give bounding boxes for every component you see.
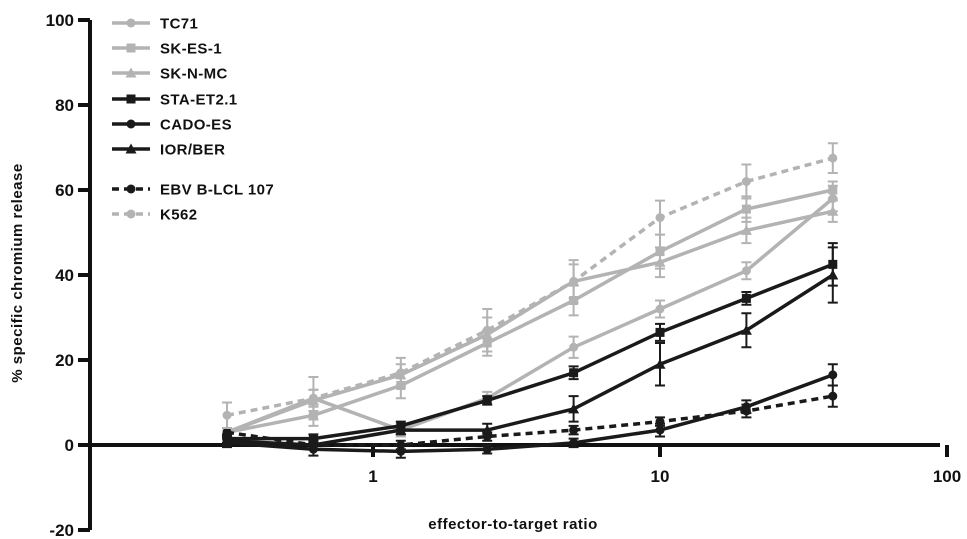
legend-label: TC71 <box>160 16 198 33</box>
data-point <box>741 266 751 276</box>
x-tick-label: 1 <box>368 467 377 486</box>
y-tick-label: -20 <box>49 521 74 539</box>
series-k562 <box>222 142 838 429</box>
data-point <box>828 391 838 401</box>
y-tick-label: 100 <box>46 11 74 30</box>
data-point <box>827 269 839 280</box>
legend: TC71 SK-ES-1 SK-N-MC STA-ET2.1 CADO-ES IOR/BE… <box>112 16 274 224</box>
data-point <box>827 205 839 216</box>
legend-marker <box>125 143 137 154</box>
legend-item: STA-ET2.1 <box>112 92 238 109</box>
data-point <box>655 327 665 337</box>
data-point <box>654 256 666 267</box>
series-line <box>227 262 834 441</box>
legend-label: CADO-ES <box>160 117 232 134</box>
legend-item: IOR/BER <box>112 142 225 159</box>
data-point <box>569 438 579 448</box>
data-point <box>741 204 751 214</box>
series-line <box>226 273 834 447</box>
data-point <box>569 425 579 435</box>
data-point <box>569 368 579 378</box>
data-point <box>654 358 666 369</box>
data-point <box>396 368 406 378</box>
legend-item: EBV B-LCL 107 <box>112 182 274 199</box>
legend-label: STA-ET2.1 <box>160 92 238 109</box>
legend-label: IOR/BER <box>160 142 225 159</box>
data-point <box>308 440 318 450</box>
series-ebv-b-lcl-107 <box>222 384 838 451</box>
legend-item: SK-ES-1 <box>112 41 222 58</box>
legend-label: SK-ES-1 <box>160 41 222 58</box>
series-line <box>226 197 834 434</box>
legend-item: SK-N-MC <box>112 66 228 83</box>
legend-item: TC71 <box>112 16 198 33</box>
data-point <box>655 425 665 435</box>
data-point <box>655 213 665 223</box>
data-point <box>396 440 406 450</box>
legend-marker <box>125 67 137 78</box>
data-point <box>482 432 492 441</box>
y-tick-label: 0 <box>65 436 74 455</box>
series-ior-ber <box>221 246 839 451</box>
legend-marker <box>126 209 136 219</box>
axes: -20 0 20 40 60 80 100 1 10 100 <box>46 11 962 539</box>
series-line <box>226 373 834 454</box>
x-tick-label: 100 <box>933 467 961 486</box>
x-axis-title: effector-to-target ratio <box>428 516 598 533</box>
series-line <box>226 209 834 434</box>
data-point <box>221 435 233 446</box>
data-point <box>569 342 579 352</box>
data-point <box>655 417 665 427</box>
data-point <box>828 370 838 380</box>
y-axis-title: % specific chromium release <box>9 163 26 382</box>
legend-marker <box>126 119 136 129</box>
data-point <box>741 406 751 416</box>
data-point <box>395 424 407 435</box>
data-point <box>308 393 318 403</box>
legend-marker <box>126 94 136 104</box>
data-point <box>222 410 232 420</box>
y-tick-label: 40 <box>55 266 74 285</box>
legend-marker <box>126 18 136 28</box>
data-point <box>740 224 752 235</box>
legend-item: K562 <box>112 207 197 224</box>
data-point <box>740 324 752 335</box>
series-line <box>226 394 834 447</box>
data-point <box>482 395 492 405</box>
data-point <box>741 293 751 303</box>
data-point <box>828 153 838 163</box>
series-line <box>226 156 834 418</box>
data-point <box>222 427 232 437</box>
legend-marker <box>126 184 136 194</box>
legend-label: K562 <box>160 207 197 224</box>
y-tick-label: 80 <box>55 96 74 115</box>
data-point <box>655 304 665 314</box>
data-point <box>569 276 579 286</box>
data-point <box>741 177 751 186</box>
legend-label: SK-N-MC <box>160 66 228 83</box>
series-line <box>226 188 834 435</box>
series-layer <box>221 142 839 459</box>
x-tick-label: 10 <box>651 467 670 486</box>
data-point <box>482 325 492 335</box>
y-tick-label: 20 <box>55 351 74 370</box>
legend-label: EBV B-LCL 107 <box>160 182 274 199</box>
data-point <box>308 434 318 444</box>
data-point <box>568 403 580 414</box>
data-point <box>482 444 492 454</box>
y-tick-label: 60 <box>55 181 74 200</box>
legend-item: CADO-ES <box>112 117 232 134</box>
legend-marker <box>126 43 136 53</box>
data-point <box>828 185 838 195</box>
